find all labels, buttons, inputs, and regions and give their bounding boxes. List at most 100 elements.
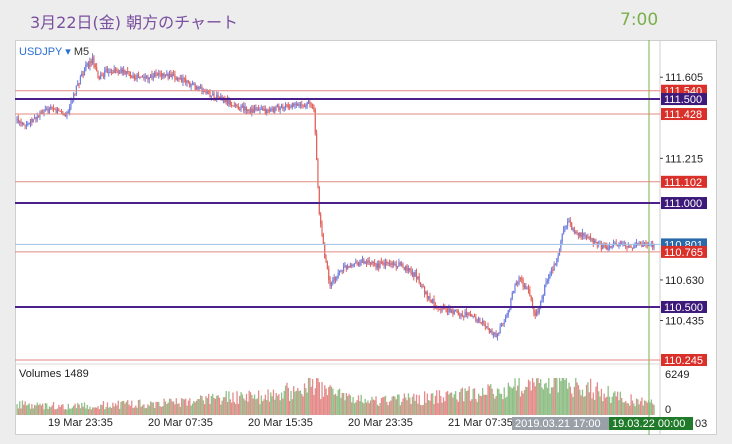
volume-bar — [523, 390, 526, 415]
candle-body — [394, 264, 396, 266]
volume-bar — [445, 392, 447, 415]
candle-body — [133, 75, 136, 79]
volume-bar — [492, 393, 495, 415]
level-tag-111.000 — [661, 197, 707, 210]
volume-bar — [202, 400, 204, 415]
candle-body — [553, 264, 555, 271]
volume-bar — [498, 389, 500, 415]
candle-body — [600, 243, 602, 250]
volume-bar — [322, 396, 325, 415]
candle-body — [643, 242, 646, 244]
timeframe-label: M5 — [73, 46, 90, 58]
volume-bar — [525, 386, 527, 415]
candle-body — [482, 320, 484, 323]
volume-bar — [357, 395, 360, 415]
volume-bar — [162, 406, 164, 415]
volume-bar — [403, 393, 406, 415]
candle-body — [118, 72, 121, 74]
chart-frame[interactable]: 111.540 111.500 111.428 111.102 111.000 110.8… — [15, 40, 717, 435]
volume-bar — [417, 403, 419, 415]
level-tag-110.765 — [661, 245, 707, 258]
candle-body — [209, 91, 211, 97]
candle-body — [374, 262, 376, 264]
volume-bar — [591, 398, 593, 415]
candle-body — [388, 263, 391, 264]
volume-bar — [487, 384, 489, 415]
chart-svg[interactable]: 111.540111.500111.428111.102111.000110.8… — [15, 40, 717, 435]
candle-body — [282, 106, 284, 109]
candle-body — [210, 95, 212, 97]
volume-bar — [637, 399, 639, 415]
candle-body — [467, 313, 469, 315]
candle-body — [396, 266, 399, 268]
volume-bar — [199, 395, 202, 415]
symbol-label[interactable]: USDJPY ▾ M5 — [19, 45, 89, 58]
candle-body — [616, 245, 619, 247]
candle-body — [236, 104, 238, 107]
level-tag-110.500 — [661, 300, 707, 313]
candle-body — [248, 109, 250, 111]
volume-bar — [388, 401, 391, 415]
level-tag-text-111.000: 111.000 — [664, 198, 702, 210]
candle-body — [418, 276, 420, 283]
level-tag-text-110.500: 110.500 — [664, 302, 703, 314]
volume-label: Volumes 1489 — [19, 368, 89, 380]
candle-body — [402, 263, 404, 269]
candle-body — [329, 280, 331, 287]
volume-bar — [380, 398, 383, 415]
candle-body — [491, 330, 493, 335]
candle-body — [194, 83, 196, 90]
volume-bar — [410, 403, 412, 415]
volume-bar — [186, 405, 188, 415]
volume-bar — [274, 399, 276, 415]
candle-body — [114, 69, 117, 71]
volume-bar — [622, 402, 624, 415]
volume-bar — [453, 394, 455, 415]
volume-bar — [299, 390, 302, 415]
candle-body — [290, 106, 292, 108]
volume-bar — [365, 402, 368, 415]
candle-body — [275, 106, 277, 108]
candle-body — [100, 74, 102, 80]
candle-body — [244, 106, 246, 111]
volume-bar — [150, 401, 152, 415]
chevron-down-icon[interactable]: ▾ — [65, 46, 71, 58]
candle-body — [395, 264, 397, 268]
candle-body — [50, 106, 52, 109]
candle-body — [378, 263, 380, 268]
volume-bar — [328, 387, 330, 415]
candle-body — [405, 265, 407, 271]
volume-bar — [387, 405, 389, 415]
volume-bar — [598, 391, 600, 415]
candle-body — [294, 104, 296, 106]
volume-bar — [437, 403, 439, 415]
volume-bar — [20, 408, 22, 415]
volume-bar — [203, 404, 206, 415]
candle-body — [255, 107, 257, 110]
candle-body — [444, 308, 446, 310]
volume-bar — [482, 387, 484, 415]
candle-body — [23, 122, 25, 126]
symbol-name[interactable]: USDJPY — [19, 46, 63, 58]
candle-body — [28, 123, 30, 125]
volume-bar — [414, 400, 416, 415]
candle-body — [240, 106, 242, 110]
volume-bar — [298, 390, 300, 415]
volume-bar — [471, 399, 473, 415]
volume-bar — [252, 398, 254, 415]
volume-bar — [579, 389, 581, 415]
candle-body — [508, 308, 511, 311]
volume-bar — [585, 384, 588, 415]
candle-body — [191, 83, 194, 85]
candle-body — [556, 258, 558, 266]
volume-bar — [472, 388, 474, 415]
volume-bar — [179, 406, 181, 415]
crosshair-time-tag — [512, 417, 609, 430]
candle-body — [163, 73, 165, 77]
candle-body — [471, 314, 473, 317]
volume-bar — [280, 392, 283, 415]
grid-layer — [15, 40, 717, 435]
volume-bar — [575, 378, 577, 415]
candle-body — [557, 255, 559, 259]
volume-bar — [401, 402, 403, 415]
